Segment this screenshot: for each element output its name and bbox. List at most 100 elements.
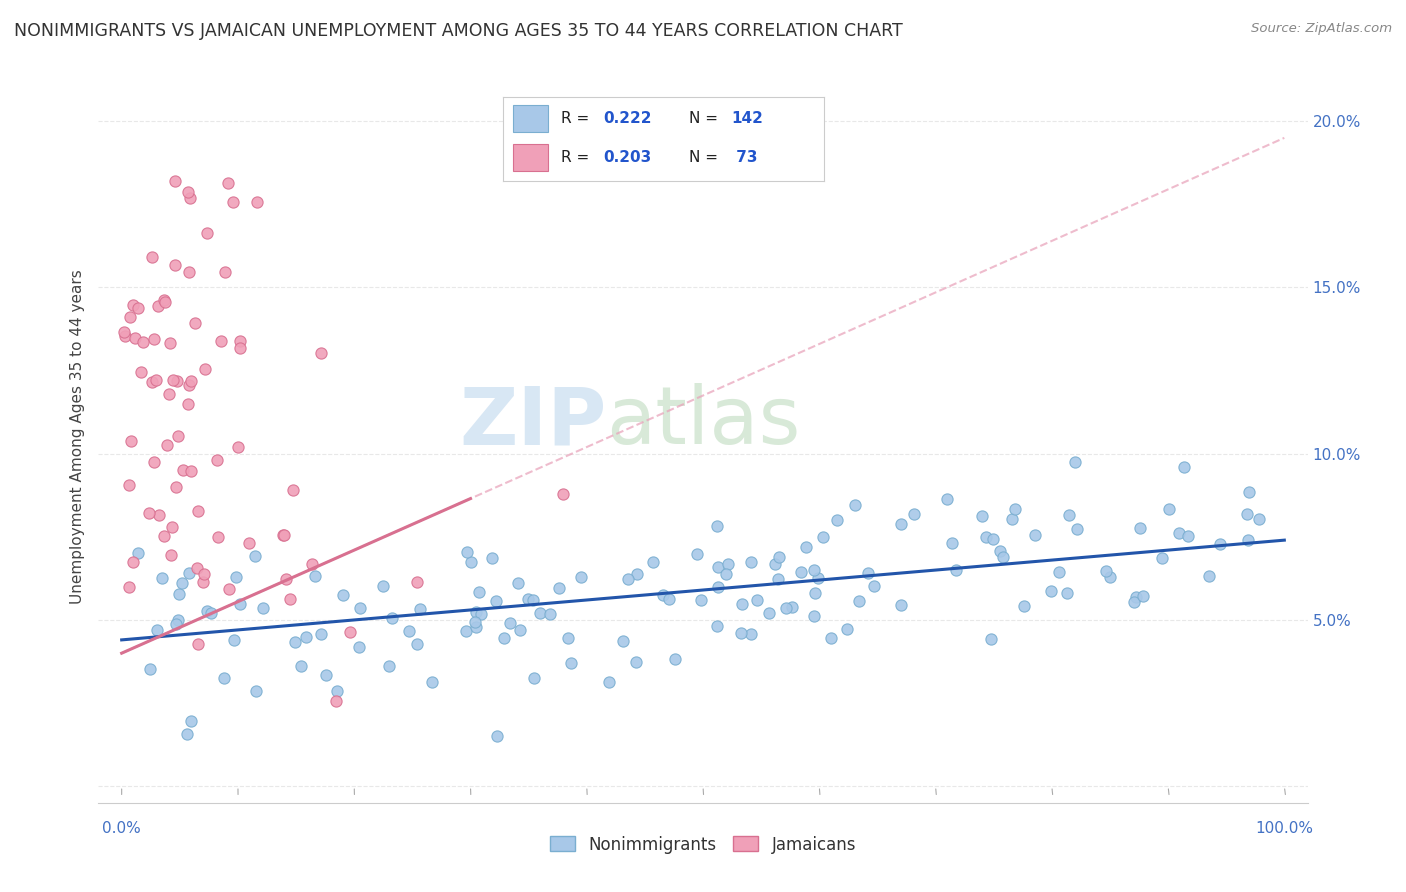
Point — [991, 550, 1014, 565]
Point — [813, 530, 835, 544]
Point — [1001, 512, 1024, 526]
Point — [200, 607, 222, 621]
Point — [405, 637, 427, 651]
Point — [205, 453, 228, 467]
Point — [1098, 570, 1121, 584]
Point — [522, 593, 544, 607]
Point — [150, 571, 173, 585]
Point — [146, 623, 169, 637]
Point — [731, 597, 754, 611]
Point — [290, 658, 312, 673]
Point — [825, 513, 848, 527]
Point — [508, 575, 530, 590]
Point — [766, 572, 789, 586]
Point — [1208, 537, 1230, 551]
Point — [516, 592, 538, 607]
Point — [141, 250, 163, 264]
Point — [481, 550, 503, 565]
Point — [863, 578, 886, 592]
Point — [557, 631, 579, 645]
Point — [1122, 595, 1144, 609]
Point — [1129, 521, 1152, 535]
Point — [143, 455, 166, 469]
Point — [246, 195, 269, 210]
Point — [155, 295, 177, 310]
Text: atlas: atlas — [606, 384, 800, 461]
Point — [626, 566, 648, 581]
Point — [707, 560, 730, 574]
Point — [238, 535, 260, 549]
Point — [180, 464, 202, 478]
Point — [1063, 455, 1085, 469]
Point — [114, 329, 136, 343]
Point — [371, 579, 394, 593]
Point — [980, 632, 1002, 646]
Point — [1057, 508, 1080, 522]
Point — [730, 626, 752, 640]
Point — [121, 555, 143, 569]
Point — [763, 558, 786, 572]
Point — [186, 560, 208, 574]
Point — [643, 555, 665, 569]
Point — [187, 503, 209, 517]
Point — [301, 557, 323, 571]
Point — [598, 675, 620, 690]
Point — [1125, 590, 1147, 604]
Point — [167, 613, 190, 627]
Point — [339, 625, 361, 640]
Point — [794, 541, 817, 555]
Point — [1024, 528, 1046, 542]
Point — [180, 714, 202, 728]
Point — [456, 545, 478, 559]
Point — [118, 477, 141, 491]
Point — [820, 631, 842, 645]
Point — [311, 627, 333, 641]
Point — [494, 631, 516, 645]
Point — [803, 563, 825, 577]
Point — [988, 544, 1011, 558]
Point — [148, 508, 170, 522]
Point — [283, 483, 305, 498]
Point — [252, 600, 274, 615]
Point — [553, 487, 575, 501]
Point — [349, 600, 371, 615]
Point — [454, 624, 477, 639]
Point — [740, 627, 762, 641]
Point — [148, 299, 170, 313]
Point — [194, 362, 217, 376]
Point — [664, 652, 686, 666]
Point — [177, 566, 200, 580]
Point — [509, 623, 531, 637]
Point — [187, 637, 209, 651]
Point — [485, 594, 508, 608]
Point — [120, 310, 142, 324]
Point — [624, 655, 647, 669]
Point — [547, 581, 569, 595]
Point — [212, 671, 235, 685]
Point — [217, 177, 239, 191]
Point — [209, 334, 232, 349]
Point — [706, 619, 728, 633]
Point — [142, 332, 165, 346]
Point — [467, 585, 489, 599]
Point — [160, 519, 183, 533]
Point — [747, 592, 769, 607]
Point — [172, 575, 194, 590]
Point — [222, 632, 245, 647]
Text: ZIP: ZIP — [458, 384, 606, 461]
Point — [165, 173, 187, 187]
Point — [184, 316, 207, 330]
Point — [229, 334, 252, 348]
Point — [1066, 522, 1088, 536]
Point — [1012, 599, 1035, 613]
Point — [162, 373, 184, 387]
Point — [225, 570, 247, 584]
Point — [398, 624, 420, 639]
Point — [941, 536, 963, 550]
Point — [714, 567, 737, 582]
Point — [717, 558, 740, 572]
Point — [569, 570, 592, 584]
Point — [1039, 583, 1062, 598]
Point — [464, 605, 486, 619]
Point — [658, 591, 681, 606]
